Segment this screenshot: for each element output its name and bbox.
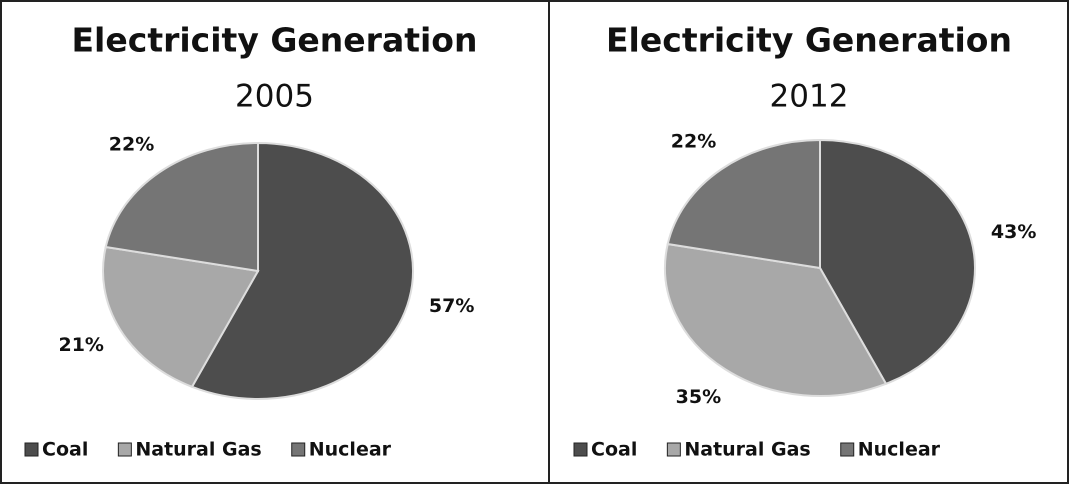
legend-label: Nuclear [309,439,392,461]
chart-subtitle: 2005 [235,79,314,115]
legend-label: Nuclear [858,439,941,461]
legend-label: Coal [42,439,88,461]
data-label: 21% [58,334,103,356]
data-label: 22% [671,130,716,152]
chart-title: Electricity Generation [72,21,478,60]
data-label: 22% [109,133,154,155]
pie-slice [104,141,259,273]
legend-swatch [573,442,588,457]
legend-swatch [840,442,855,457]
chart-subtitle: 2012 [770,79,849,115]
data-label: 57% [429,295,474,317]
legend-label: Coal [591,439,637,461]
chart-title: Electricity Generation [606,21,1012,60]
pie-slice [190,141,414,400]
legend-swatch [291,442,306,457]
pie-slice [666,138,821,270]
data-label: 35% [676,386,721,408]
legend-label: Natural Gas [684,439,810,461]
legend-label: Natural Gas [135,439,261,461]
pie-slice [664,242,888,397]
legend-swatch [24,442,39,457]
legend-swatch [666,442,681,457]
pie-slice [102,245,260,389]
pie-slice [819,138,976,386]
legend-swatch [117,442,132,457]
data-label: 43% [991,221,1036,243]
